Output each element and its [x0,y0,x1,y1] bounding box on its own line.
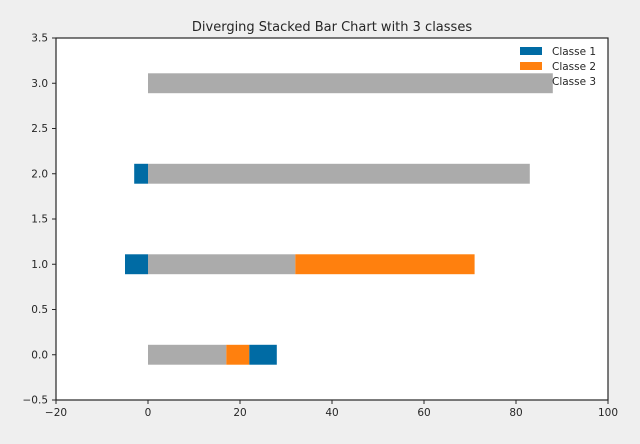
bar-segment-classe-3-0 [148,344,227,365]
x-tick-label: 40 [325,407,338,419]
legend-label: Classe 3 [552,76,596,88]
legend-label: Classe 2 [552,61,596,73]
bar-segment-classe-3-2 [148,163,530,184]
y-tick-label: 3.5 [31,33,48,45]
bar-segment-classe-2-1 [295,254,475,275]
y-tick-label: 0.0 [31,349,48,361]
legend-label: Classe 1 [552,46,596,58]
ticks-layer: −20 0 20 40 60 80 100 −0.5 0.0 0.5 1.0 1.5 2.0 2.5 3.0… [23,33,619,420]
bar-segment-classe-1-0 [249,344,277,365]
bars-layer [125,73,553,365]
plot-area [56,38,608,400]
y-tick-label: 0.5 [31,304,48,316]
y-tick-label: 2.5 [31,123,48,135]
bar-segment-classe-1-1 [125,254,148,275]
bar-segment-classe-1-2 [134,163,148,184]
bar-segment-classe-3-3 [148,73,553,94]
legend: Classe 1 Classe 2 Classe 3 [520,46,596,88]
x-tick-label: 0 [145,407,152,419]
bar-segment-classe-2-0 [226,344,250,365]
plot-frame [55,37,609,401]
x-tick-label: 20 [233,407,246,419]
bar-segment-classe-3-1 [148,254,296,275]
y-tick-label: 1.5 [31,214,48,226]
x-tick-label: 100 [598,407,618,419]
y-tick-label: −0.5 [23,395,49,407]
legend-swatch [520,77,542,85]
legend-swatch [520,47,542,55]
y-tick-label: 1.0 [31,259,48,271]
legend-swatch [520,62,542,70]
y-tick-label: 2.0 [31,168,48,180]
x-tick-label: 80 [509,407,522,419]
x-tick-label: 60 [417,407,430,419]
y-tick-label: 3.0 [31,78,48,90]
chart-title: Diverging Stacked Bar Chart with 3 class… [192,20,472,35]
x-tick-label: −20 [45,407,67,419]
